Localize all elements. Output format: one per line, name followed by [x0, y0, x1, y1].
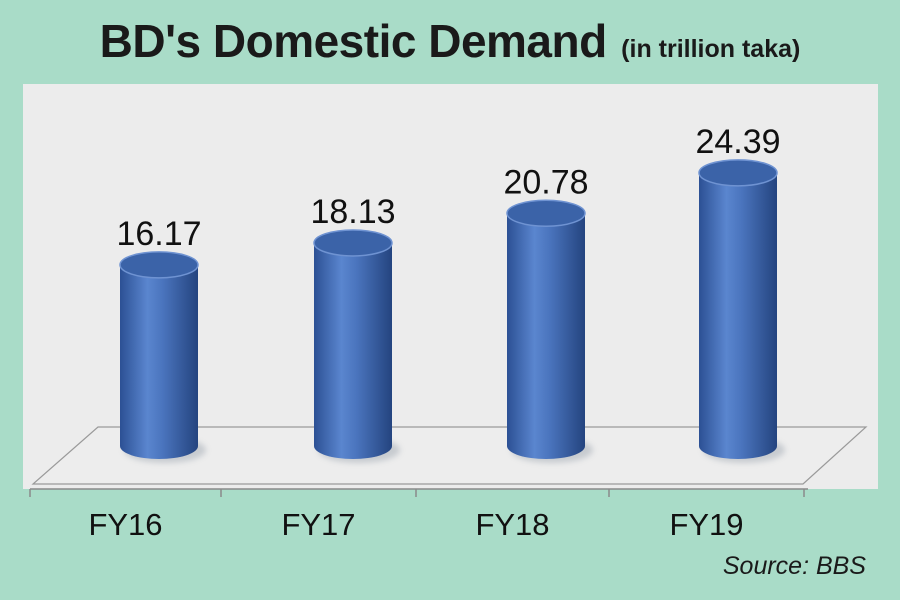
data-label: 18.13 [310, 193, 395, 231]
chart-title: BD's Domestic Demand (in trillion taka) [0, 14, 900, 68]
x-tick-label: FY17 [281, 507, 355, 542]
bar-fy17 [313, 229, 400, 463]
bar-body [314, 242, 392, 459]
source-note: Source: BBS [722, 552, 866, 580]
bar-body [507, 213, 585, 459]
bar-fy16 [119, 251, 206, 463]
bar-top-cap [119, 251, 199, 279]
bar-top-cap [313, 229, 393, 257]
bar-fy18 [506, 199, 593, 463]
data-label: 20.78 [503, 163, 588, 201]
bar-body [699, 172, 777, 459]
x-tick-label: FY18 [475, 507, 549, 542]
bar-top-cap [506, 199, 586, 228]
bar-body [120, 264, 198, 459]
data-label: 16.17 [116, 215, 201, 253]
x-tick-label: FY16 [88, 507, 162, 542]
floor-plane [31, 426, 868, 485]
bar-top-cap [698, 159, 778, 187]
bar-fy19 [698, 159, 785, 463]
chart-title-text: BD's Domestic Demand [99, 15, 608, 67]
chart-subtitle: (in trillion taka) [621, 35, 801, 63]
data-label: 24.39 [695, 123, 780, 161]
x-tick-label: FY19 [669, 507, 743, 542]
